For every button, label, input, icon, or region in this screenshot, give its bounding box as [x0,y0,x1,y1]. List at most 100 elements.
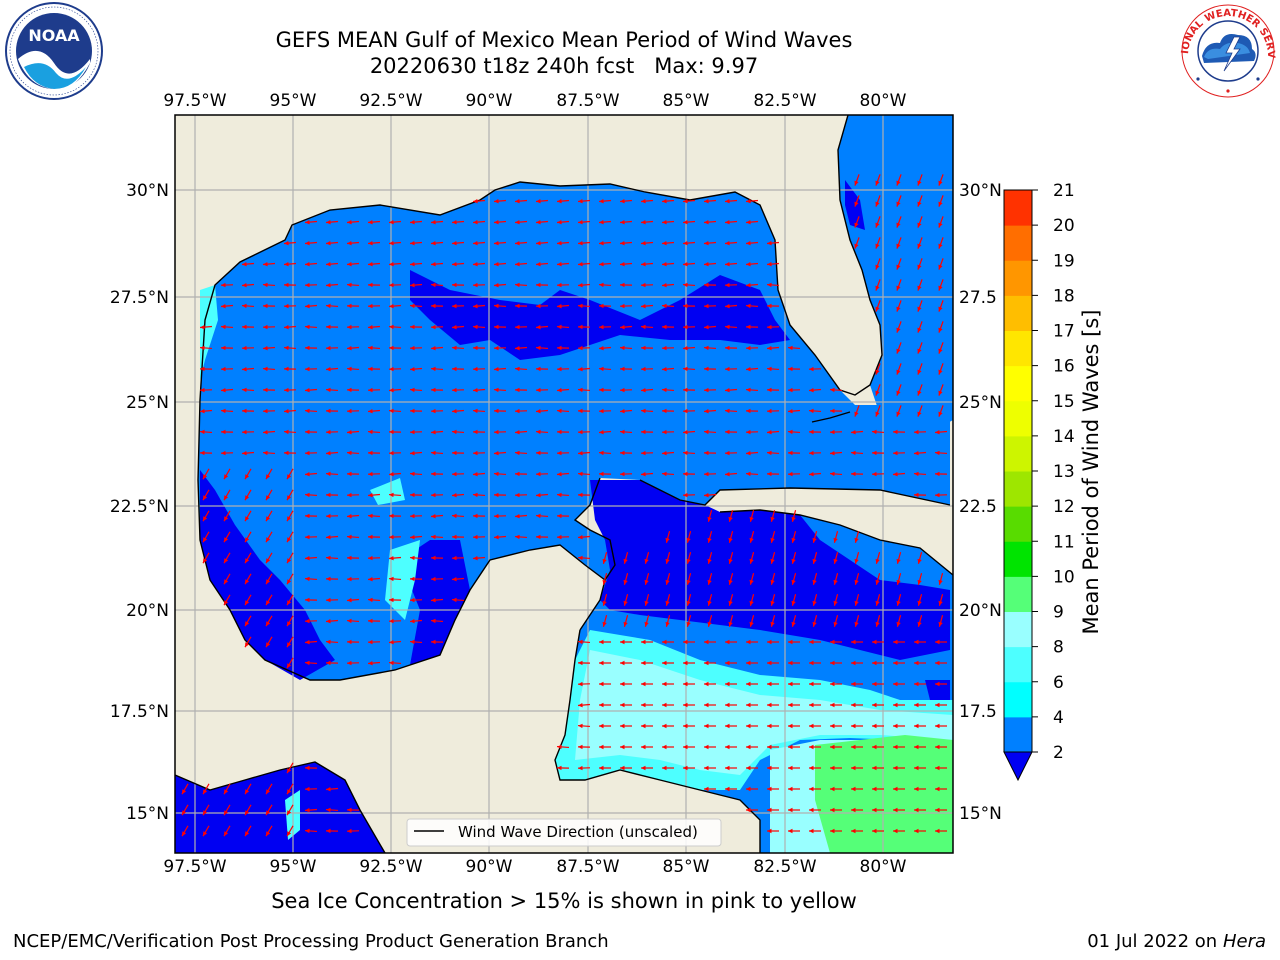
wave-direction-arrowhead [203,474,208,480]
wave-direction-arrowhead [305,219,310,225]
wave-direction-arrowhead [746,261,751,267]
wave-direction-arrowhead [224,831,229,837]
wave-direction-arrowhead [686,558,691,564]
wave-direction-arrowhead [746,324,751,330]
wave-direction-arrowhead [704,744,709,750]
wave-direction-arrowhead [266,831,271,837]
run-date: 01 Jul 2022 on Hera [1087,931,1266,952]
wave-direction-arrowhead [938,600,943,606]
wave-direction-arrowhead [683,261,688,267]
wave-direction-arrowhead [809,765,814,771]
wave-direction-arrowhead [683,492,688,498]
wave-direction-arrowhead [452,345,457,351]
wave-direction-arrowhead [683,744,688,750]
wave-direction-arrowhead [473,492,478,498]
colorbar-tick-label: 11 [1053,532,1075,552]
wave-direction-arrowhead [221,345,226,351]
wave-direction-arrowhead [347,618,352,624]
wave-direction-arrowhead [287,474,292,480]
wave-direction-arrowhead [872,786,877,792]
wave-direction-arrowhead [305,576,310,582]
colorbar-segment [1004,400,1032,437]
wave-direction-arrowhead [809,408,814,414]
wave-direction-arrowhead [431,345,436,351]
wave-direction-arrowhead [662,387,667,393]
wave-direction-arrowhead [641,240,646,246]
wave-direction-arrowhead [893,744,898,750]
nws-logo-icon: NATIONAL WEATHER SERVICE [1174,0,1276,99]
wave-direction-arrowhead [431,450,436,456]
lat-tick-right: 15°N [959,804,1002,824]
wave-direction-arrowhead [203,495,208,501]
colorbar-tick-label: 16 [1053,357,1075,377]
wave-direction-arrowhead [305,555,310,561]
colorbar-segment [1004,190,1032,226]
wave-direction-arrowhead [914,702,919,708]
wave-direction-arrowhead [914,786,919,792]
wave-direction-arrowhead [749,558,754,564]
wave-direction-arrowhead [641,198,646,204]
wave-direction-arrowhead [938,243,943,249]
noaa-logo: NOAA [4,1,104,101]
wave-direction-arrowhead [473,534,478,540]
wave-direction-arrowhead [578,387,583,393]
wave-direction-arrowhead [431,534,436,540]
wave-direction-arrowhead [938,390,943,396]
wave-direction-arrowhead [746,471,751,477]
wave-direction-arrowhead [389,282,394,288]
wave-direction-arrowhead [536,345,541,351]
wave-direction-arrowhead [224,558,229,564]
wave-direction-arrowhead [473,261,478,267]
wave-direction-arrowhead [788,345,793,351]
lat-tick-right: 27.5 [959,288,997,308]
max-value: Max: 9.97 [654,54,759,78]
wave-direction-arrowhead [809,786,814,792]
wave-direction-arrowhead [557,744,562,750]
wave-direction-arrowhead [935,681,940,687]
wave-direction-arrowhead [287,537,292,543]
wave-direction-arrowhead [767,450,772,456]
wave-direction-arrowhead [620,303,625,309]
wave-direction-arrowhead [245,621,250,627]
wave-direction-arrowhead [620,744,625,750]
wave-direction-arrowhead [893,450,898,456]
wave-direction-arrowhead [704,660,709,666]
wave-direction-arrowhead [641,702,646,708]
lat-tick-left: 20°N [126,601,169,621]
wave-direction-arrowhead [812,621,817,627]
wave-direction-arrowhead [578,366,583,372]
wave-direction-arrowhead [683,702,688,708]
wave-direction-arrowhead [263,345,268,351]
wave-direction-arrowhead [767,387,772,393]
wave-direction-arrowhead [182,789,187,795]
wave-direction-arrowhead [833,537,838,543]
wave-direction-arrowhead [875,201,880,207]
wave-direction-arrowhead [851,639,856,645]
wave-direction-arrowhead [788,702,793,708]
wave-direction-arrowhead [704,786,709,792]
wave-direction-arrowhead [578,555,583,561]
wave-direction-arrowhead [770,558,775,564]
wave-direction-arrowhead [389,240,394,246]
wave-direction-arrowhead [326,534,331,540]
wave-direction-arrowhead [431,240,436,246]
wave-direction-arrowhead [767,345,772,351]
wave-direction-arrowhead [830,387,835,393]
wave-direction-arrowhead [599,345,604,351]
wave-direction-arrowhead [347,429,352,435]
lat-tick-left: 15°N [126,804,169,824]
wave-direction-arrowhead [641,366,646,372]
wave-direction-arrowhead [599,681,604,687]
wave-direction-arrowhead [725,471,730,477]
wave-direction-arrowhead [326,807,331,813]
wave-direction-arrowhead [896,180,901,186]
wave-direction-arrowhead [704,387,709,393]
wave-direction-arrowhead [578,240,583,246]
wave-direction-arrowhead [896,306,901,312]
wave-direction-arrowhead [938,264,943,270]
wave-direction-arrowhead [224,516,229,522]
wave-direction-arrowhead [347,303,352,309]
wave-direction-arrowhead [830,639,835,645]
wave-direction-arrowhead [644,579,649,585]
wave-direction-arrowhead [641,471,646,477]
